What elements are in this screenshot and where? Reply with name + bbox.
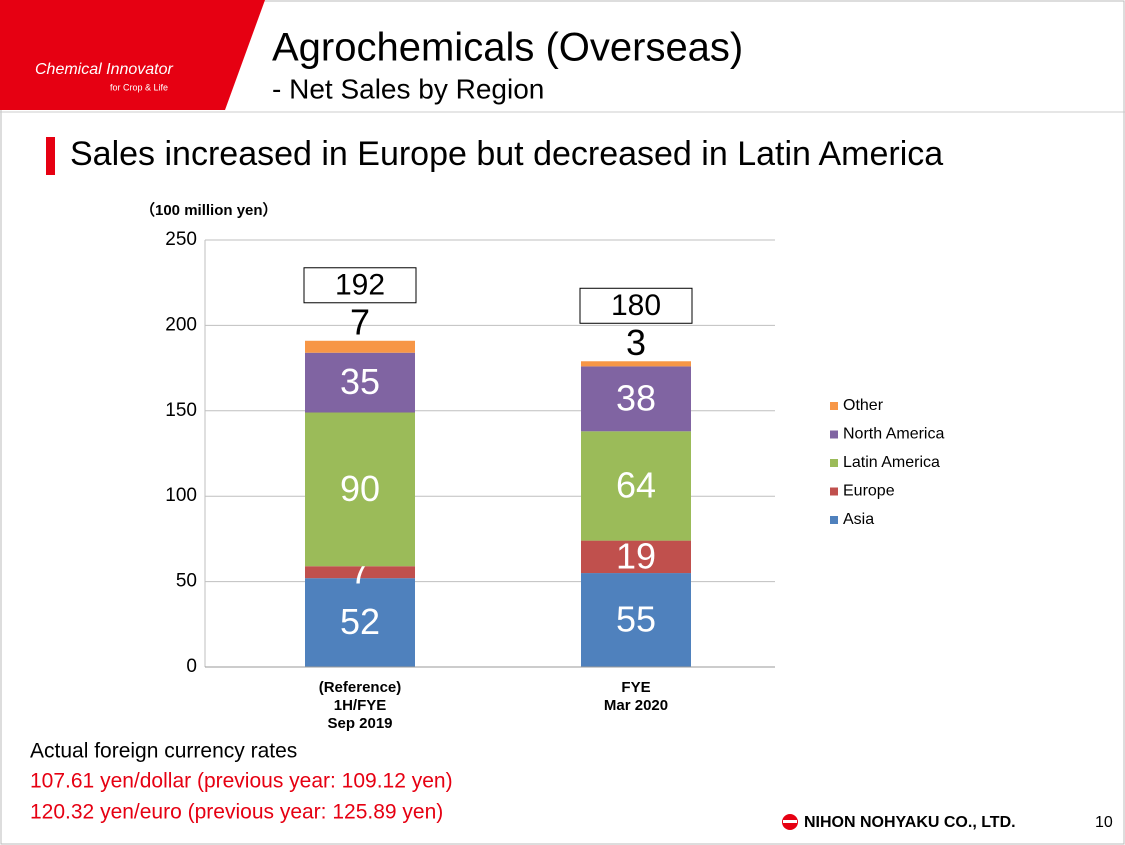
legend-label: Latin America — [843, 454, 940, 471]
note-line: 107.61 yen/dollar (previous year: 109.12… — [30, 770, 453, 793]
total-label: 180 — [611, 289, 661, 322]
company-name: NIHON NOHYAKU CO., LTD. — [804, 814, 1016, 831]
data-label: 64 — [616, 464, 656, 505]
bar-segment — [305, 412, 415, 567]
legend-label: Asia — [843, 511, 874, 528]
logo-band — [0, 0, 265, 110]
y-tick-label: 200 — [165, 314, 197, 335]
subtitle: - Net Sales by Region — [272, 73, 544, 104]
notes-heading: Actual foreign currency rates — [30, 740, 297, 763]
headline: Sales increased in Europe but decreased … — [70, 135, 943, 173]
bar-segment — [305, 566, 415, 579]
bar-segment — [581, 361, 691, 367]
logo-tagline: for Crop & Life — [110, 82, 168, 92]
total-label: 192 — [335, 269, 385, 302]
y-tick-label: 100 — [165, 485, 197, 506]
bar-segment — [581, 431, 691, 541]
title: Agrochemicals (Overseas) — [272, 26, 743, 70]
bar-segment — [305, 352, 415, 413]
logo: Chemical Innovator — [35, 61, 174, 78]
legend-label: Europe — [843, 483, 895, 500]
bar-segment — [305, 340, 415, 353]
x-tick-label: FYE Mar 2020 — [603, 679, 669, 714]
x-tick-label: (Reference) 1H/FYE Sep 2019 — [318, 679, 402, 732]
bar-segment — [581, 366, 691, 432]
legend-swatch — [830, 516, 838, 524]
data-label: 19 — [616, 535, 656, 576]
y-tick-label: 50 — [176, 571, 197, 592]
headline-marker — [46, 137, 55, 175]
y-tick-label: 150 — [165, 400, 197, 421]
data-label: 7 — [350, 301, 370, 342]
data-label: 52 — [340, 601, 380, 642]
legend-label: Other — [843, 397, 884, 414]
y-axis-label: （100 million yen） — [140, 201, 278, 219]
company-logo-bar — [783, 820, 797, 823]
legend-swatch — [830, 459, 838, 467]
legend-swatch — [830, 430, 838, 439]
bar-segment — [581, 573, 691, 667]
y-tick-label: 250 — [165, 229, 197, 250]
legend-swatch — [830, 487, 838, 496]
bar-segment — [305, 578, 415, 667]
legend-label: North America — [843, 426, 944, 443]
data-label: 55 — [616, 599, 656, 640]
bar-segment — [581, 540, 691, 574]
note-line: 120.32 yen/euro (previous year: 125.89 y… — [30, 801, 443, 824]
page-number: 10 — [1095, 814, 1113, 831]
total-box — [303, 267, 417, 304]
legend-swatch — [830, 402, 838, 410]
total-box — [579, 287, 693, 324]
data-label: 3 — [626, 322, 646, 363]
y-tick-label: 0 — [186, 656, 197, 677]
data-label: 38 — [616, 377, 656, 418]
data-label: 35 — [340, 361, 380, 402]
data-label: 90 — [340, 468, 380, 509]
